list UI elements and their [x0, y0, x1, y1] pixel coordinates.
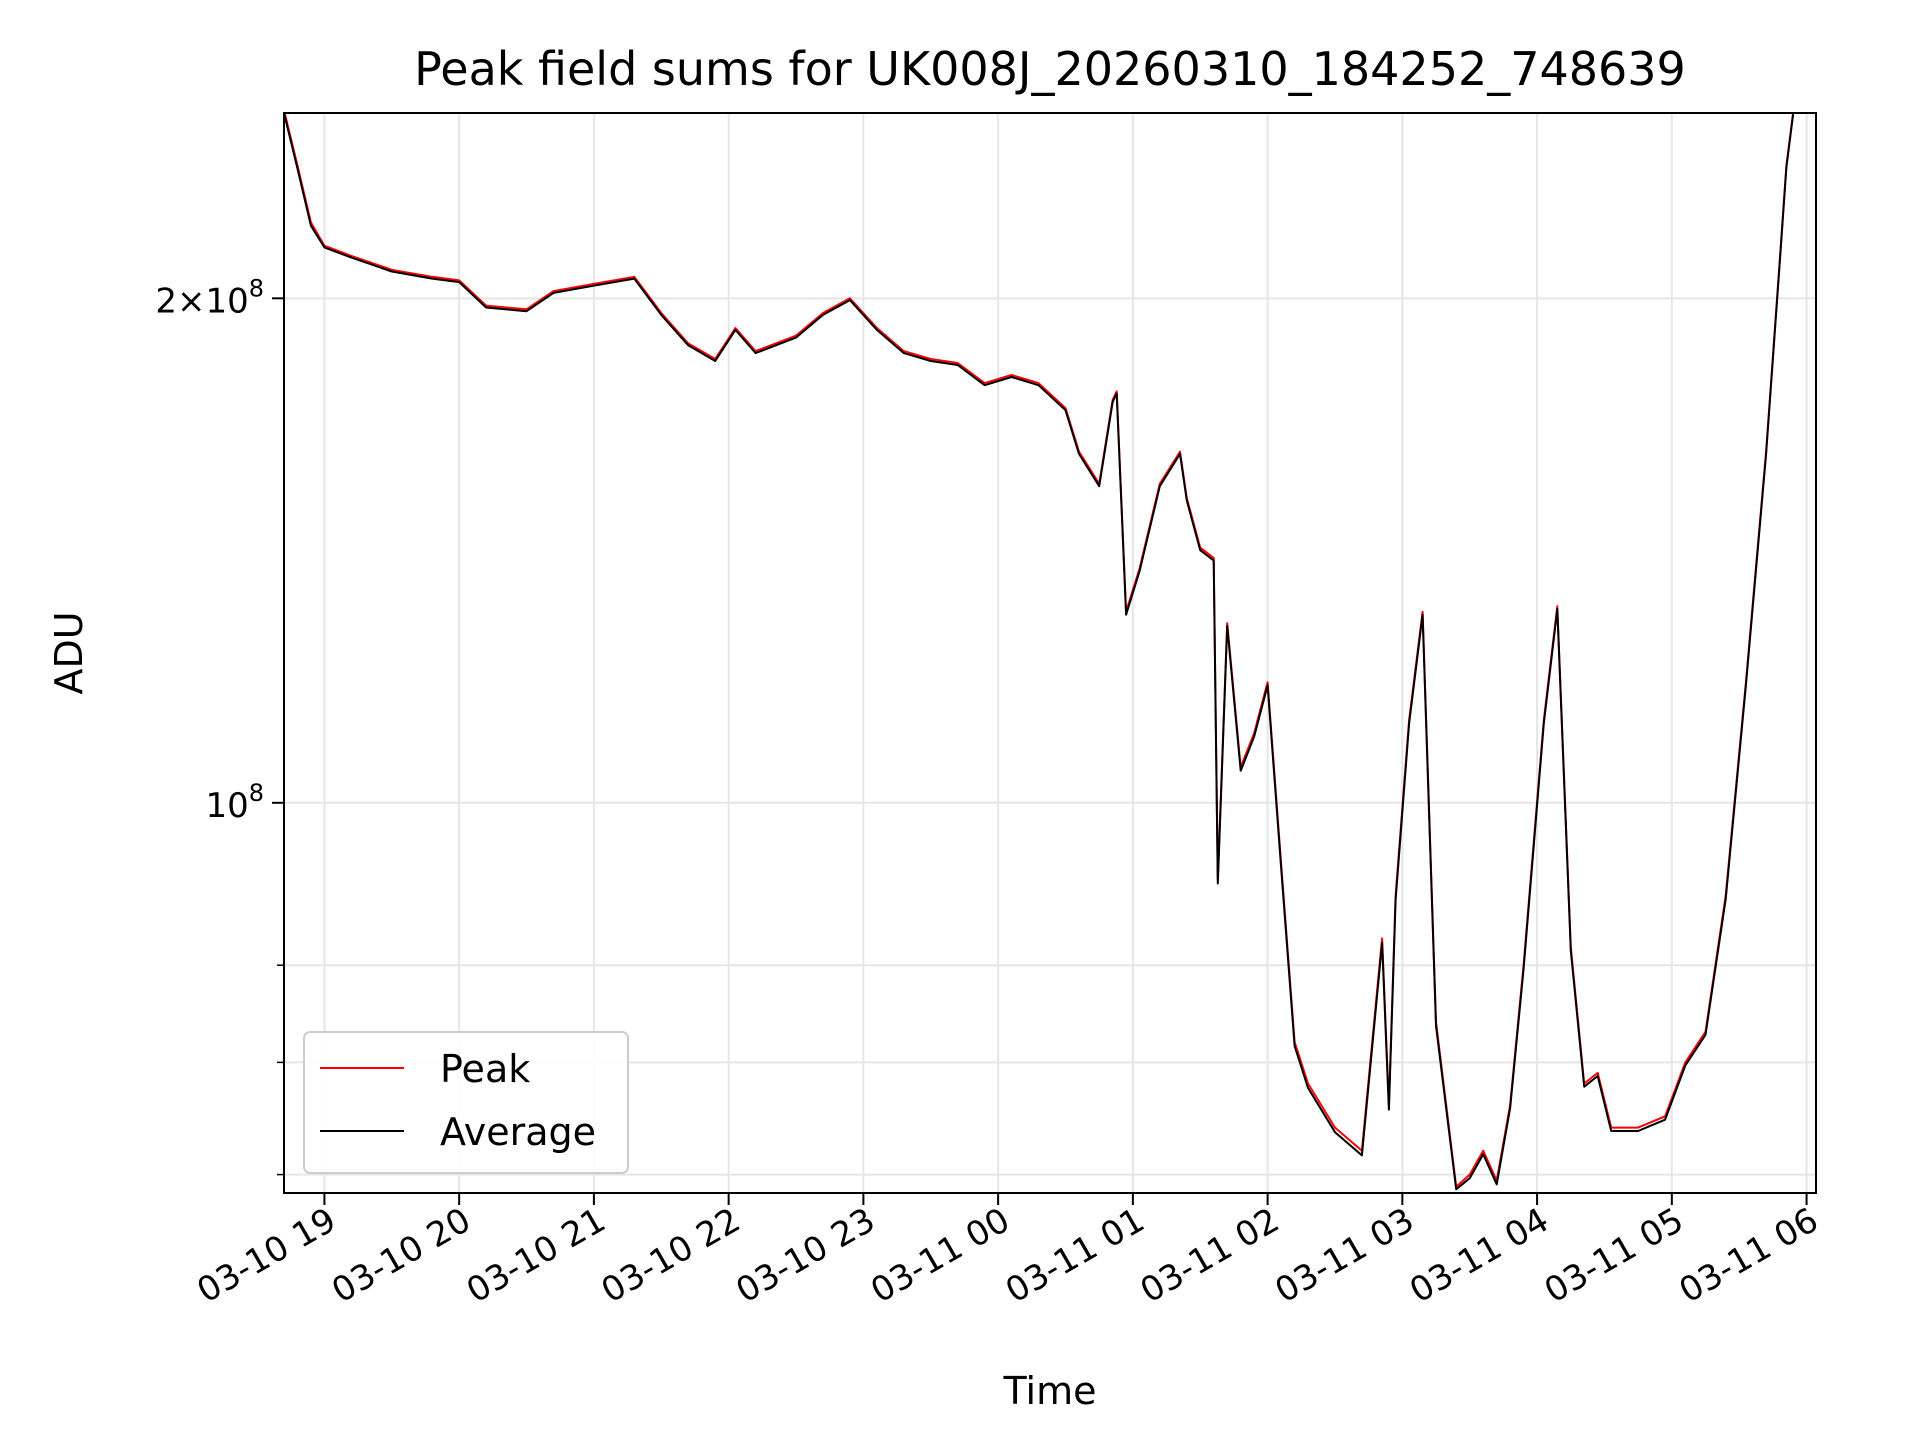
y-tick-label: 2×108 — [155, 274, 264, 321]
plot-area-frame — [283, 112, 1817, 1194]
legend-label-peak: Peak — [440, 1047, 530, 1091]
legend-label-average: Average — [440, 1110, 596, 1154]
legend: Peak Average — [303, 1031, 629, 1174]
y-axis-label: ADU — [47, 611, 91, 694]
x-axis-label: Time — [1003, 1369, 1097, 1413]
chart-title: Peak field sums for UK008J_20260310_1842… — [414, 42, 1686, 96]
y-axis-ticks: 108 2×108 — [155, 274, 284, 1176]
series-line-average — [284, 113, 1795, 1191]
series-lines — [284, 113, 1795, 1191]
y-tick-label: 108 — [205, 779, 264, 826]
